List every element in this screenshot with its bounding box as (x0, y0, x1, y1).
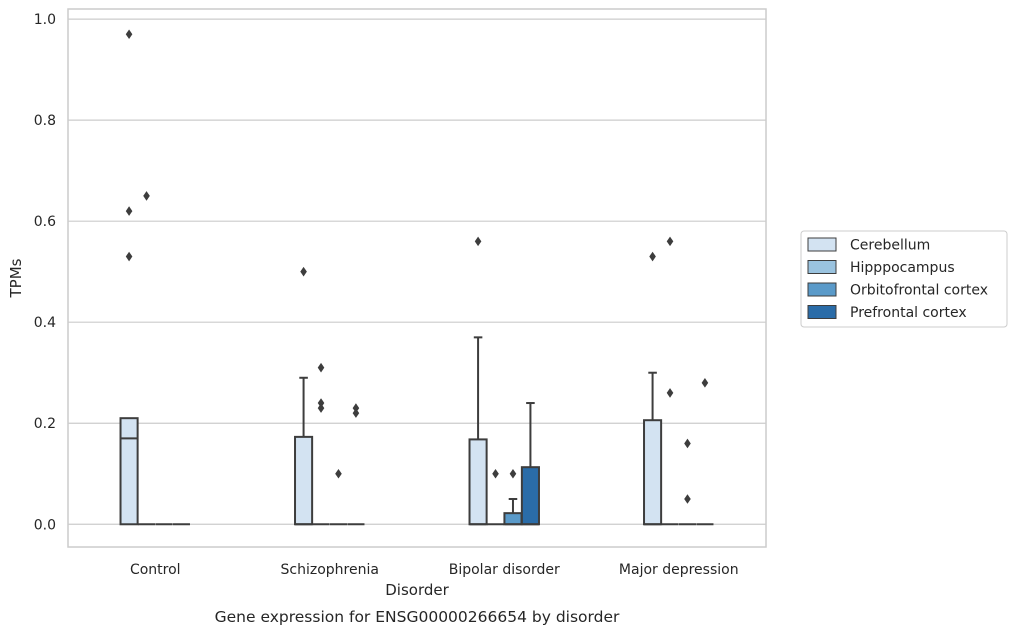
y-tick-label: 1.0 (34, 12, 56, 28)
box-group (486, 468, 505, 526)
outlier-marker (701, 378, 709, 388)
outlier-marker (474, 236, 482, 247)
legend-swatch (807, 260, 837, 274)
legend-label: Cerebellum (850, 238, 930, 254)
outlier-marker (649, 251, 656, 262)
box-group (696, 378, 714, 526)
legend-frame (800, 230, 1008, 328)
y-axis-label: TPMs (7, 258, 25, 298)
y-tick-label: 0.0 (34, 517, 56, 533)
box-group (312, 362, 330, 526)
outlier-marker (125, 29, 133, 40)
box-body (119, 417, 139, 526)
box-group (661, 236, 679, 526)
legend-swatch (807, 282, 837, 297)
box-group (643, 251, 663, 526)
box-group (520, 402, 540, 526)
outlier-marker (666, 388, 674, 398)
box-group (468, 236, 488, 526)
legend-label: Orbitofrontal cortex (850, 283, 988, 299)
x-tick-label: Schizophrenia (281, 562, 379, 578)
box-body (503, 512, 523, 526)
outlier-marker (125, 206, 133, 216)
box-layer (119, 29, 714, 526)
y-tick-label: 0.6 (34, 214, 56, 230)
plot-frame (67, 8, 767, 548)
outlier-marker (684, 438, 691, 449)
x-axis-ticks: Control Schizophrenia Bipolar disorder Majo… (130, 562, 739, 578)
box-group (503, 468, 523, 526)
box-group (137, 191, 156, 526)
box-body (643, 419, 663, 526)
x-tick-label: Bipolar disorder (449, 562, 560, 578)
box-group (347, 403, 365, 526)
outlier-marker (492, 468, 499, 479)
outlier-marker (143, 191, 150, 201)
box-group (119, 29, 139, 526)
legend-swatch (807, 237, 837, 252)
outlier-marker (684, 494, 691, 504)
legend-label: Prefrontal cortex (850, 305, 967, 321)
x-axis-label: Disorder (385, 581, 449, 599)
outlier-marker (317, 362, 325, 373)
outlier-marker (335, 468, 342, 479)
outlier-marker (509, 468, 517, 479)
y-tick-label: 0.2 (34, 416, 56, 432)
box-body (294, 435, 314, 526)
box-body (468, 438, 488, 526)
box-group (678, 438, 697, 526)
x-tick-label: Control (130, 562, 181, 578)
outlier-marker (352, 403, 360, 413)
x-tick-label: Major depression (619, 562, 739, 578)
outlier-marker (317, 398, 325, 408)
legend: Cerebellum Hipppocampus Orbitofrontal cort… (800, 230, 1008, 328)
outlier-marker (317, 403, 325, 413)
box-body (520, 466, 540, 526)
y-tick-label: 0.8 (34, 113, 56, 129)
outlier-marker (300, 266, 307, 277)
box-group (294, 266, 314, 526)
legend-label: Hipppocampus (850, 260, 955, 276)
chart-caption: Gene expression for ENSG00000266654 by d… (215, 608, 620, 626)
legend-swatch (807, 305, 837, 319)
outlier-marker (666, 236, 674, 247)
outlier-marker (352, 408, 360, 418)
y-tick-label: 0.4 (34, 315, 56, 331)
y-axis-ticks: 0.0 0.2 0.4 0.6 0.8 1.0 (34, 12, 56, 533)
box-group (329, 468, 348, 526)
outlier-marker (125, 251, 133, 262)
